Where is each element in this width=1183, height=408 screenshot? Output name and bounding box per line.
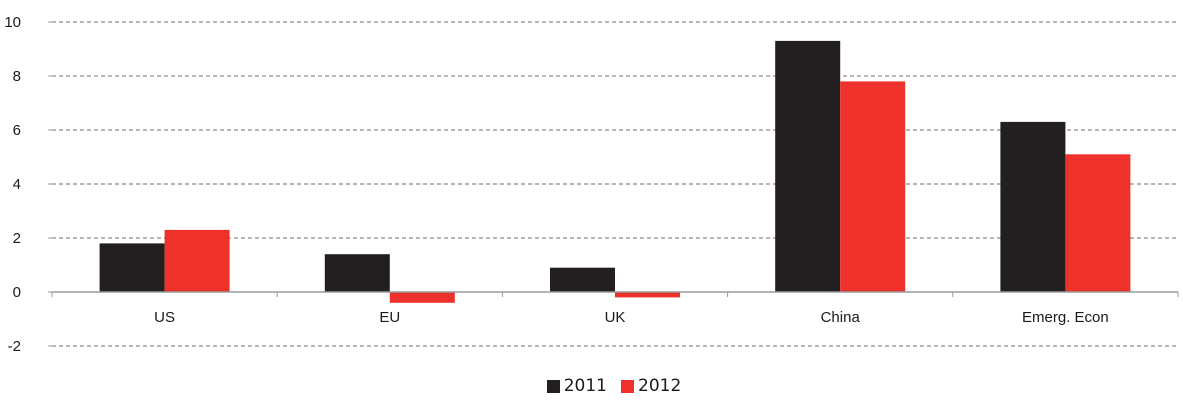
category-label: EU: [379, 309, 400, 326]
category-labels: US EU UK China Emerg. Econ: [154, 309, 1109, 326]
category-label: Emerg. Econ: [1022, 309, 1109, 326]
y-tick-label: 2: [13, 230, 21, 247]
bar-2011-us: [99, 243, 165, 292]
bar-2011-uk: [550, 267, 615, 292]
y-tick-label: 0: [13, 284, 21, 301]
bar-chart: 10 8 6 4 2 0 -2 US EU UK China Emerg. Econ: [4, 14, 1179, 355]
y-tick-label: -2: [8, 338, 21, 355]
bar-2011-eu: [324, 254, 390, 292]
bar-2012-emerg-econ: [1065, 154, 1131, 292]
legend: 2011 2012: [0, 376, 1183, 396]
category-label: US: [154, 309, 175, 326]
bar-2012-us: [164, 229, 230, 292]
legend-item-2011: 2011: [546, 376, 607, 396]
y-tick-label: 8: [13, 68, 21, 85]
bar-2011-emerg-econ: [1000, 121, 1066, 293]
legend-label-2012: 2012: [638, 376, 682, 396]
category-label: China: [821, 309, 861, 326]
legend-item-2012: 2012: [621, 376, 681, 396]
bar-2011-china: [775, 40, 841, 293]
bar-2012-uk: [615, 292, 680, 298]
legend-swatch-2012: [621, 379, 634, 393]
bar-2012-eu: [389, 292, 455, 303]
category-label: UK: [605, 309, 626, 326]
y-tick-label: 4: [13, 176, 21, 193]
y-tick-label: 6: [13, 122, 21, 139]
y-tick-label: 10: [4, 14, 21, 31]
legend-swatch-2011: [546, 379, 560, 393]
x-axis-ticks: [51, 292, 1179, 297]
gridlines: [52, 21, 1178, 347]
legend-label-2011: 2011: [563, 376, 607, 396]
bars: [99, 40, 1131, 303]
bar-2012-china: [840, 81, 906, 293]
y-axis-ticks: 10 8 6 4 2 0 -2: [4, 14, 52, 355]
